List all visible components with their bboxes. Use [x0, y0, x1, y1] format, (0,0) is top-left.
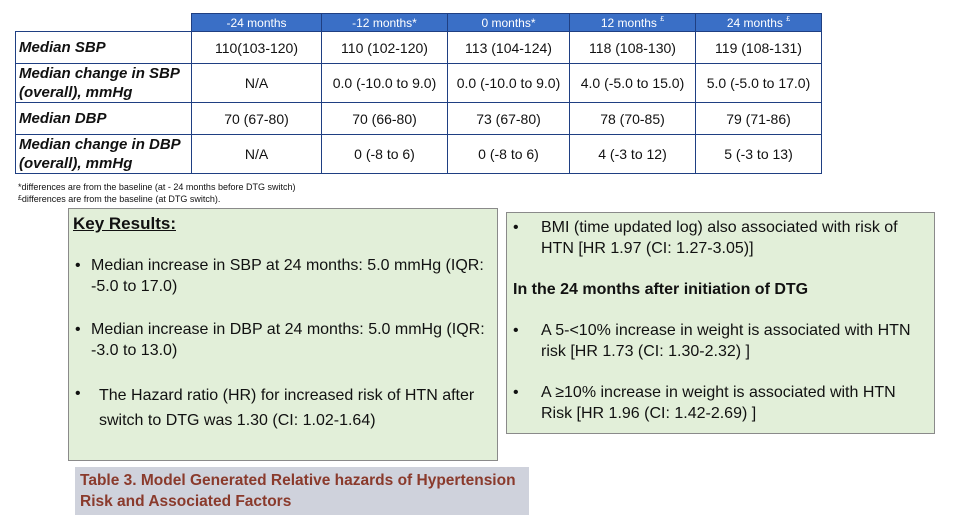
- table-header-row: -24 months -12 months* 0 months* 12 mont…: [15, 13, 822, 32]
- table-cell: 4 (-3 to 12): [569, 134, 696, 174]
- header-corner: [15, 13, 192, 32]
- list-item: • A ≥10% increase in weight is associate…: [513, 384, 896, 422]
- table-cell: 110(103-120): [191, 31, 322, 64]
- table-row: Median change in DBP (overall), mmHg N/A…: [15, 134, 822, 174]
- footnote-pound: £differences are from the baseline (at D…: [18, 194, 221, 204]
- key-results-heading: Key Results:: [73, 214, 176, 233]
- table-cell: 78 (70-85): [569, 102, 696, 135]
- bullet-icon: •: [75, 385, 81, 402]
- table-caption: Table 3. Model Generated Relative hazard…: [75, 467, 529, 515]
- table-cell: 0.0 (-10.0 to 9.0): [447, 63, 570, 103]
- table-row: Median SBP 110(103-120) 110 (102-120) 11…: [15, 31, 822, 64]
- blood-pressure-table: -24 months -12 months* 0 months* 12 mont…: [15, 13, 822, 174]
- table-row: Median DBP 70 (67-80) 70 (66-80) 73 (67-…: [15, 102, 822, 135]
- bullet-icon: •: [513, 322, 519, 339]
- table-row: Median change in SBP (overall), mmHg N/A…: [15, 63, 822, 103]
- table-cell: 119 (108-131): [695, 31, 822, 64]
- header-cell: 24 months £: [695, 13, 822, 32]
- table-cell: 5 (-3 to 13): [695, 134, 822, 174]
- header-cell: -24 months: [191, 13, 322, 32]
- table-cell: 0.0 (-10.0 to 9.0): [321, 63, 448, 103]
- row-label: Median DBP: [15, 102, 192, 135]
- table-cell: N/A: [191, 134, 322, 174]
- list-item: • Median increase in DBP at 24 months: 5…: [75, 321, 485, 359]
- table-cell: 70 (67-80): [191, 102, 322, 135]
- table-cell: 79 (71-86): [695, 102, 822, 135]
- row-label: Median change in SBP (overall), mmHg: [15, 63, 192, 103]
- row-label: Median change in DBP (overall), mmHg: [15, 134, 192, 174]
- key-results-panel: Key Results: • Median increase in SBP at…: [68, 208, 498, 461]
- list-item: • Median increase in SBP at 24 months: 5…: [75, 257, 484, 295]
- table-cell: 0 (-8 to 6): [321, 134, 448, 174]
- bullet-icon: •: [75, 257, 81, 274]
- list-item: • The Hazard ratio (HR) for increased ri…: [75, 385, 475, 429]
- table-cell: N/A: [191, 63, 322, 103]
- table-cell: 110 (102-120): [321, 31, 448, 64]
- table-cell: 5.0 (-5.0 to 17.0): [695, 63, 822, 103]
- header-cell: 12 months £: [569, 13, 696, 32]
- list-item: • BMI (time updated log) also associated…: [513, 219, 898, 257]
- footnote-star: *differences are from the baseline (at -…: [18, 182, 296, 192]
- table-cell: 4.0 (-5.0 to 15.0): [569, 63, 696, 103]
- dtg-period-heading: In the 24 months after initiation of DTG: [513, 281, 809, 298]
- table-cell: 113 (104-124): [447, 31, 570, 64]
- weight-risk-panel: • BMI (time updated log) also associated…: [506, 212, 935, 434]
- header-cell: 0 months*: [447, 13, 570, 32]
- table-cell: 70 (66-80): [321, 102, 448, 135]
- table-footnotes: *differences are from the baseline (at -…: [18, 181, 295, 205]
- bullet-icon: •: [75, 321, 81, 338]
- table-cell: 73 (67-80): [447, 102, 570, 135]
- row-label: Median SBP: [15, 31, 192, 64]
- bullet-icon: •: [513, 219, 519, 236]
- bullet-icon: •: [513, 384, 519, 401]
- list-item: • A 5-<10% increase in weight is associa…: [513, 322, 911, 360]
- header-cell: -12 months*: [321, 13, 448, 32]
- table-cell: 0 (-8 to 6): [447, 134, 570, 174]
- table-cell: 118 (108-130): [569, 31, 696, 64]
